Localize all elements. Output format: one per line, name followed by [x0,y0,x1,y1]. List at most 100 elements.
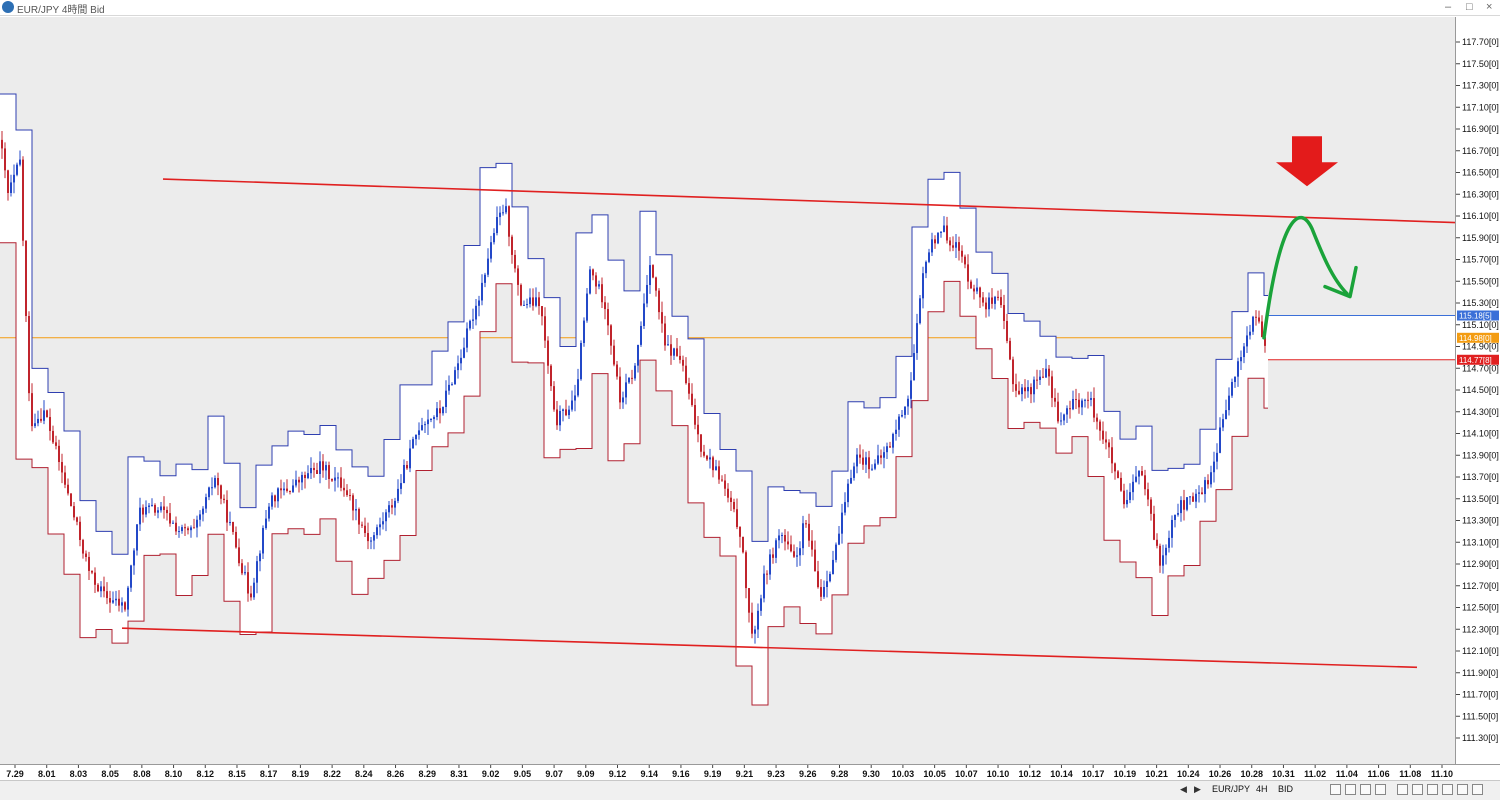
time-tick-label: 9.21 [736,769,754,779]
price-tick-label: 116.10[0] [1462,211,1499,221]
price-tick-label: 115.50[0] [1462,276,1499,286]
candle-body [952,245,954,248]
candle-body [742,536,744,553]
support-trend-line[interactable] [121,627,1418,669]
candle-body [325,465,327,471]
candle-body [289,490,291,492]
zoom-out-icon[interactable] [1345,784,1356,795]
candle-body [754,629,756,634]
search-icon[interactable] [1397,784,1408,795]
price-tick-label: 111.30[0] [1462,733,1498,743]
candle-body [364,525,366,534]
candle-body [109,598,111,603]
export-icon[interactable] [1472,784,1483,795]
candle-body [208,487,210,498]
candle-body [607,309,609,326]
resistance-trend-line[interactable] [162,178,1456,224]
symbol-select[interactable]: EUR/JPY [1212,784,1251,794]
candle-body [964,256,966,265]
scroll-left-icon[interactable]: ◀ [1180,784,1187,794]
candle-body [1012,359,1014,385]
candle-body [1126,499,1128,505]
candle-body [988,297,990,310]
time-tick-label: 10.26 [1209,769,1232,779]
price-axis[interactable]: 117.70[0] 117.50[0] 117.30[0] 117.10[0] 116.… [1456,17,1500,764]
cursor-icon[interactable] [1375,784,1386,795]
candle-body [646,284,648,304]
time-tick-label: 10.31 [1272,769,1295,779]
candle-body [766,573,768,575]
candle-body [112,600,114,603]
candle-body [949,240,951,246]
candle-body [1108,442,1110,448]
price-chart[interactable] [0,17,1456,764]
time-tick-label: 9.07 [545,769,563,779]
time-tick-label: 9.28 [831,769,849,779]
draw-channel-icon[interactable] [1427,784,1438,795]
candle-body [691,393,693,406]
candle-body [121,602,123,606]
candle-body [1066,408,1068,415]
price-tick-label: 117.50[0] [1462,59,1499,69]
candle-body [523,304,525,306]
candle-body [859,454,861,458]
candle-body [460,357,462,364]
close-icon[interactable]: × [1486,1,1493,13]
candle-body [592,269,594,276]
candle-body [934,239,936,244]
candle-body [88,556,90,571]
scroll-right-icon[interactable]: ▶ [1194,784,1201,794]
candle-body [874,463,876,469]
minimize-icon[interactable]: – [1445,1,1452,13]
zoom-in-icon[interactable] [1330,784,1341,795]
price-tick-label: 117.30[0] [1462,81,1499,91]
candle-body [751,612,753,634]
price-tick-label: 114.70[0] [1462,363,1499,373]
candle-body [532,297,534,306]
candle-body [715,466,717,471]
candle-body [1246,335,1248,347]
candle-body [946,225,948,241]
candle-body [718,466,720,480]
candle-body [148,505,150,507]
candle-body [424,424,426,426]
candle-body [58,445,60,463]
candle-body [304,474,306,479]
candle-body [1129,492,1131,500]
price-marker-label: 114.77[8] [1459,356,1492,365]
candle-body [736,509,738,527]
chart-plot-area[interactable] [0,17,1456,764]
maximize-icon[interactable]: □ [1466,1,1473,13]
candle-body [1255,316,1257,318]
draw-line-icon[interactable] [1412,784,1423,795]
candle-body [1105,439,1107,443]
candle-body [1042,376,1044,378]
candle-body [379,524,381,528]
candle-body [172,522,174,524]
price-tick-label: 116.50[0] [1462,168,1499,178]
candle-body [673,348,675,356]
settings-icon[interactable] [1442,784,1453,795]
candle-body [1189,496,1191,498]
candle-body [562,409,564,411]
candle-body [25,240,27,316]
time-axis[interactable]: 7.29 8.01 8.03 8.05 8.08 8.10 8.12 8.15 8.17 8.19… [0,764,1500,781]
candle-body [28,315,30,394]
candle-body [226,499,228,523]
candle-body [244,572,246,574]
candle-body [1075,399,1077,401]
candle-body [634,365,636,379]
timeframe-select[interactable]: 4H [1256,784,1268,794]
candle-body [1084,399,1086,401]
layout-icon[interactable] [1457,784,1468,795]
candle-body [394,500,396,508]
candle-body [340,477,342,488]
time-tick-label: 10.05 [923,769,946,779]
time-tick-label: 9.14 [640,769,658,779]
candle-body [982,297,984,303]
candle-body [259,553,261,562]
candle-body [883,452,885,458]
side-select[interactable]: BID [1278,784,1294,794]
candle-body [763,573,765,599]
crosshair-icon[interactable] [1360,784,1371,795]
